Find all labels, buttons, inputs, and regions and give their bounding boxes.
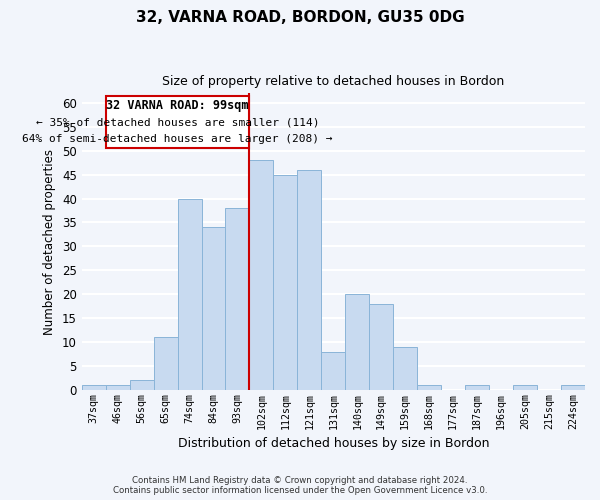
Bar (298, 170, 322, 390)
Bar (250, 160, 274, 390)
Bar (202, 228, 226, 390)
FancyBboxPatch shape (106, 96, 249, 148)
Bar (322, 352, 346, 390)
Bar (346, 294, 369, 390)
Text: 32, VARNA ROAD, BORDON, GU35 0DG: 32, VARNA ROAD, BORDON, GU35 0DG (136, 10, 464, 25)
Bar (465, 385, 489, 390)
Y-axis label: Number of detached properties: Number of detached properties (43, 148, 56, 334)
Bar (130, 380, 154, 390)
Bar (561, 385, 585, 390)
Bar (369, 304, 393, 390)
Text: ← 35% of detached houses are smaller (114): ← 35% of detached houses are smaller (11… (36, 117, 319, 127)
Bar (226, 208, 250, 390)
Text: 64% of semi-detached houses are larger (208) →: 64% of semi-detached houses are larger (… (22, 134, 333, 144)
Bar (154, 338, 178, 390)
Text: 32 VARNA ROAD: 99sqm: 32 VARNA ROAD: 99sqm (106, 98, 249, 112)
Bar (393, 347, 417, 390)
Text: Contains HM Land Registry data © Crown copyright and database right 2024.
Contai: Contains HM Land Registry data © Crown c… (113, 476, 487, 495)
Bar (417, 385, 441, 390)
Bar (274, 174, 298, 390)
X-axis label: Distribution of detached houses by size in Bordon: Distribution of detached houses by size … (178, 437, 489, 450)
Bar (513, 385, 537, 390)
Bar (106, 385, 130, 390)
Title: Size of property relative to detached houses in Bordon: Size of property relative to detached ho… (162, 75, 505, 88)
Bar (82, 385, 106, 390)
Bar (178, 198, 202, 390)
